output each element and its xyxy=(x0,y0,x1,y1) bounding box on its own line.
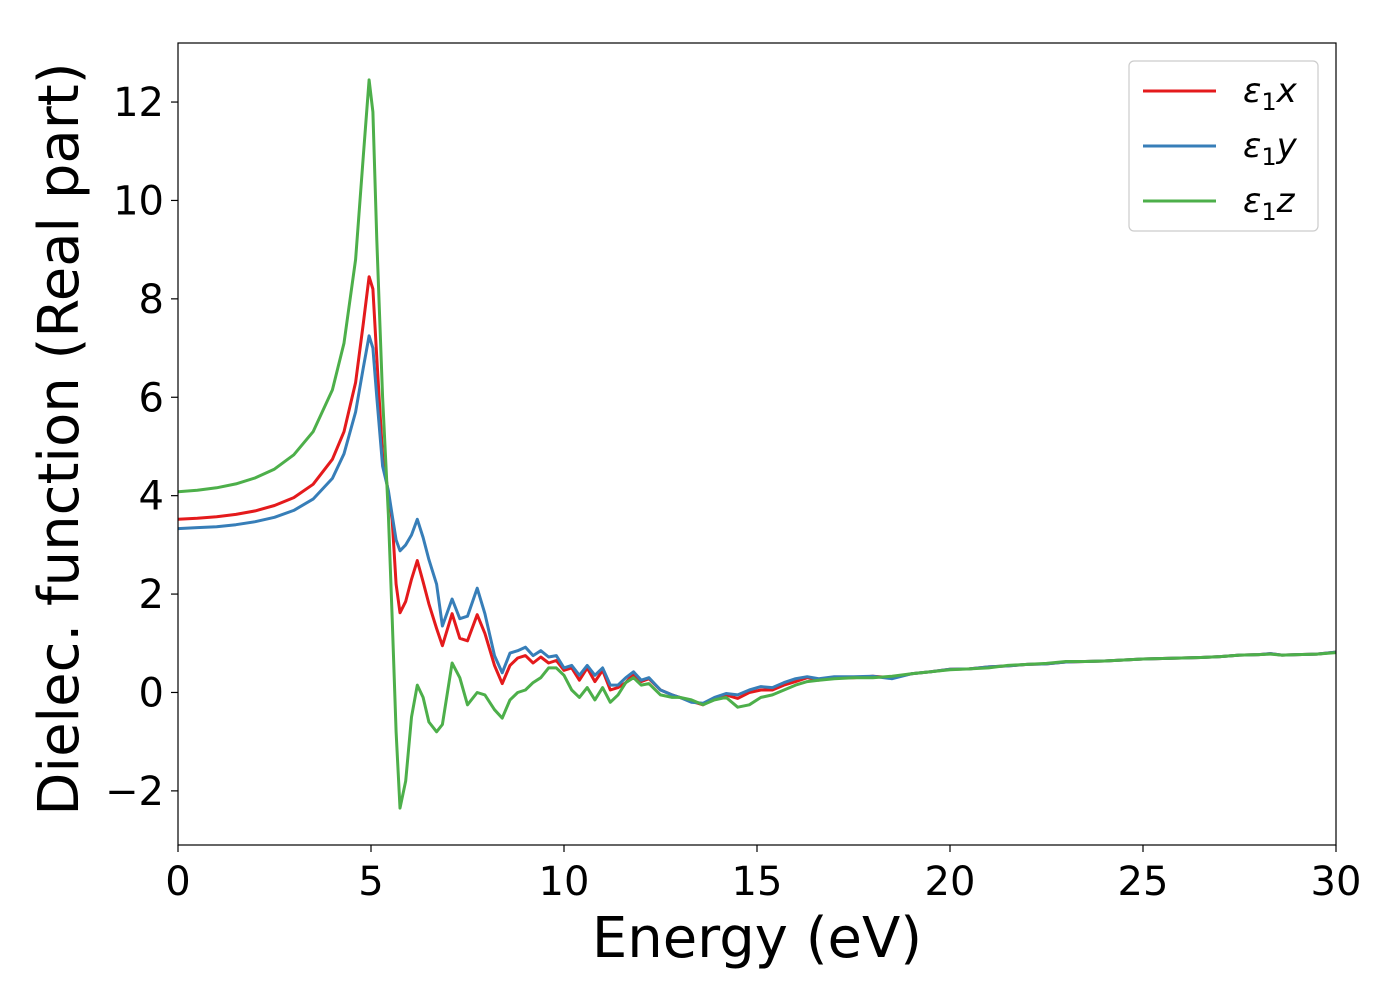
legend-label-1: ε1x xyxy=(1243,71,1298,116)
y-tick-label: −2 xyxy=(105,769,164,815)
y-axis-title: Dielec. function (Real part) xyxy=(27,62,92,815)
series-line-2 xyxy=(177,334,1337,705)
y-tick-label: 0 xyxy=(139,670,164,716)
x-tick-label: 10 xyxy=(539,859,590,905)
legend: ε1x ε1y ε1z xyxy=(1128,60,1319,232)
y-tick-label: 2 xyxy=(139,572,164,618)
x-axis-ticks: 0 5 10 15 20 25 30 xyxy=(165,845,1361,905)
legend-box xyxy=(1128,60,1319,232)
legend-label-3: ε1z xyxy=(1243,181,1296,226)
x-tick-label: 0 xyxy=(165,859,190,905)
x-tick-label: 5 xyxy=(358,859,383,905)
y-axis-ticks: −2 0 2 4 6 8 10 12 xyxy=(105,80,178,815)
series-line-1 xyxy=(177,275,1337,707)
y-tick-label: 8 xyxy=(139,277,164,323)
x-tick-label: 30 xyxy=(1311,859,1362,905)
series-layer xyxy=(177,78,1337,810)
y-tick-label: 10 xyxy=(113,178,164,224)
x-tick-label: 25 xyxy=(1118,859,1169,905)
x-axis-title: Energy (eV) xyxy=(592,906,922,971)
y-tick-label: 4 xyxy=(139,474,164,520)
y-tick-label: 6 xyxy=(139,375,164,421)
y-tick-label: 12 xyxy=(113,80,164,126)
legend-label-2: ε1y xyxy=(1243,126,1298,171)
series-line-3 xyxy=(177,78,1337,810)
x-tick-label: 15 xyxy=(732,859,783,905)
x-tick-label: 20 xyxy=(925,859,976,905)
